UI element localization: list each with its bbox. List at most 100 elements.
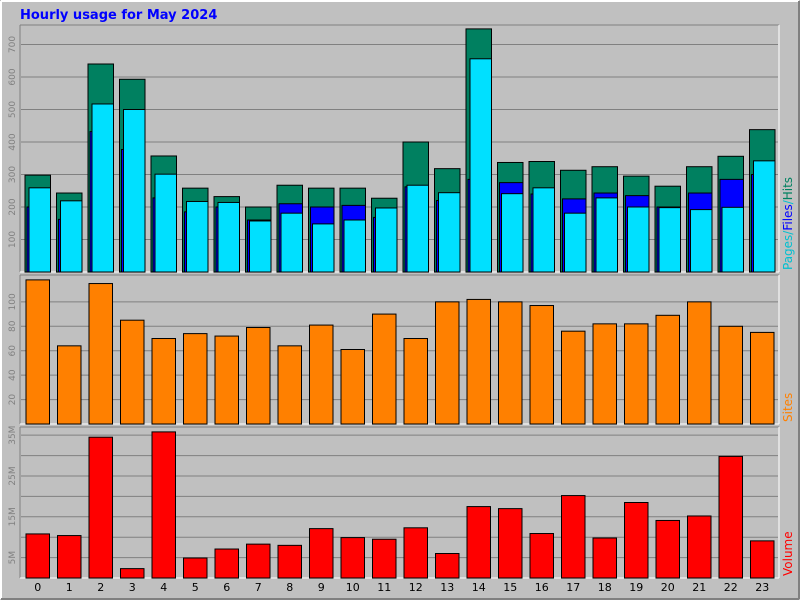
x-tick-label: 5: [192, 581, 199, 594]
bar-pages: [595, 197, 618, 273]
bar-pages: [375, 207, 398, 273]
bar-sites: [277, 345, 302, 425]
bar-volume: [57, 535, 82, 579]
bar-sites: [624, 323, 649, 425]
bar-sites: [529, 305, 554, 425]
bar-sites: [372, 313, 397, 425]
bar-pages: [658, 207, 681, 273]
x-tick-label: 20: [661, 581, 675, 594]
panel-label-part: Sites: [781, 393, 795, 422]
bar-pages: [721, 206, 744, 273]
x-tick-label: 4: [160, 581, 167, 594]
bar-volume: [718, 455, 743, 579]
bar-sites: [120, 319, 145, 425]
bar-volume: [498, 508, 523, 579]
chart-title: Hourly usage for May 2024: [20, 8, 217, 23]
bar-pages: [564, 212, 587, 273]
bar-pages: [186, 200, 209, 273]
x-tick-label: 3: [129, 581, 136, 594]
bar-pages: [469, 58, 492, 273]
bar-sites: [498, 301, 523, 425]
x-tick-label: 9: [318, 581, 325, 594]
y-tick-label: 5M: [8, 551, 18, 565]
bar-sites: [750, 331, 775, 425]
x-tick-label: 16: [535, 581, 549, 594]
panel-label-sites: Sites: [781, 393, 795, 422]
y-tick-label: 15M: [8, 507, 18, 526]
x-tick-label: 17: [566, 581, 580, 594]
bar-pages: [60, 200, 83, 273]
y-tick-label: 100: [8, 231, 18, 248]
panel-label-part: /: [781, 230, 795, 235]
bar-pages: [91, 103, 114, 273]
y-tick-label: 100: [8, 293, 18, 310]
bar-volume: [246, 543, 271, 579]
bar-sites: [246, 327, 271, 425]
x-tick-label: 11: [377, 581, 391, 594]
y-tick-label: 700: [8, 36, 18, 53]
x-tick-label: 12: [409, 581, 423, 594]
bar-volume: [120, 568, 145, 579]
panel-label-part: Hits: [781, 177, 795, 200]
panel-label-part: /: [781, 199, 795, 204]
bar-pages: [249, 220, 272, 273]
bar-pages: [217, 201, 240, 273]
x-tick-label: 10: [346, 581, 360, 594]
y-tick-label: 300: [8, 166, 18, 183]
x-tick-label: 8: [286, 581, 293, 594]
bar-sites: [25, 279, 50, 425]
bar-volume: [88, 436, 113, 579]
x-tick-label: 21: [692, 581, 706, 594]
x-tick-label: 15: [503, 581, 517, 594]
bar-sites: [466, 298, 491, 425]
bar-sites: [214, 335, 239, 425]
y-tick-label: 200: [8, 198, 18, 215]
bar-volume: [372, 538, 397, 579]
panel-label-traffic: Pages/Files/Hits: [781, 177, 795, 270]
y-tick-label: 500: [8, 101, 18, 118]
bar-volume: [214, 548, 239, 579]
panel-volume: 5M 15M 25M 35M Volume: [8, 426, 795, 579]
bar-pages: [28, 187, 51, 273]
x-tick-label: 2: [97, 581, 104, 594]
x-tick-label: 7: [255, 581, 262, 594]
x-tick-label: 6: [223, 581, 230, 594]
panel-label-part: Files: [781, 204, 795, 230]
bar-pages: [343, 219, 366, 273]
bar-volume: [529, 533, 554, 579]
panel-sites: 20 40 60 80 100 Sites: [8, 274, 795, 425]
bar-sites: [88, 283, 113, 425]
panel-label-part: Pages: [781, 235, 795, 270]
bar-sites: [435, 301, 460, 425]
y-tick-label: 60: [8, 345, 18, 357]
bar-volume: [655, 519, 680, 579]
bar-volume: [592, 537, 617, 579]
x-tick-label: 13: [440, 581, 454, 594]
bar-sites: [340, 349, 365, 425]
bar-volume: [25, 533, 50, 579]
x-tick-label: 0: [34, 581, 41, 594]
bar-sites: [403, 338, 428, 425]
y-tick-label: 35M: [8, 426, 18, 445]
y-tick-label: 40: [8, 369, 18, 381]
bar-pages: [532, 187, 555, 273]
bar-volume: [624, 502, 649, 579]
panel-label-volume: Volume: [781, 531, 795, 576]
bar-volume: [309, 528, 334, 579]
y-tick-label: 400: [8, 133, 18, 150]
bar-volume: [277, 544, 302, 579]
bar-pages: [406, 184, 429, 273]
bar-volume: [340, 537, 365, 579]
bar-volume: [687, 515, 712, 579]
bar-volume: [151, 431, 176, 579]
bar-volume: [435, 553, 460, 579]
y-tick-label: 25M: [8, 466, 18, 485]
bar-pages: [627, 206, 650, 273]
y-tick-label: 80: [8, 320, 18, 332]
bar-sites: [718, 325, 743, 425]
x-tick-label: 23: [755, 581, 769, 594]
x-tick-label: 14: [472, 581, 486, 594]
